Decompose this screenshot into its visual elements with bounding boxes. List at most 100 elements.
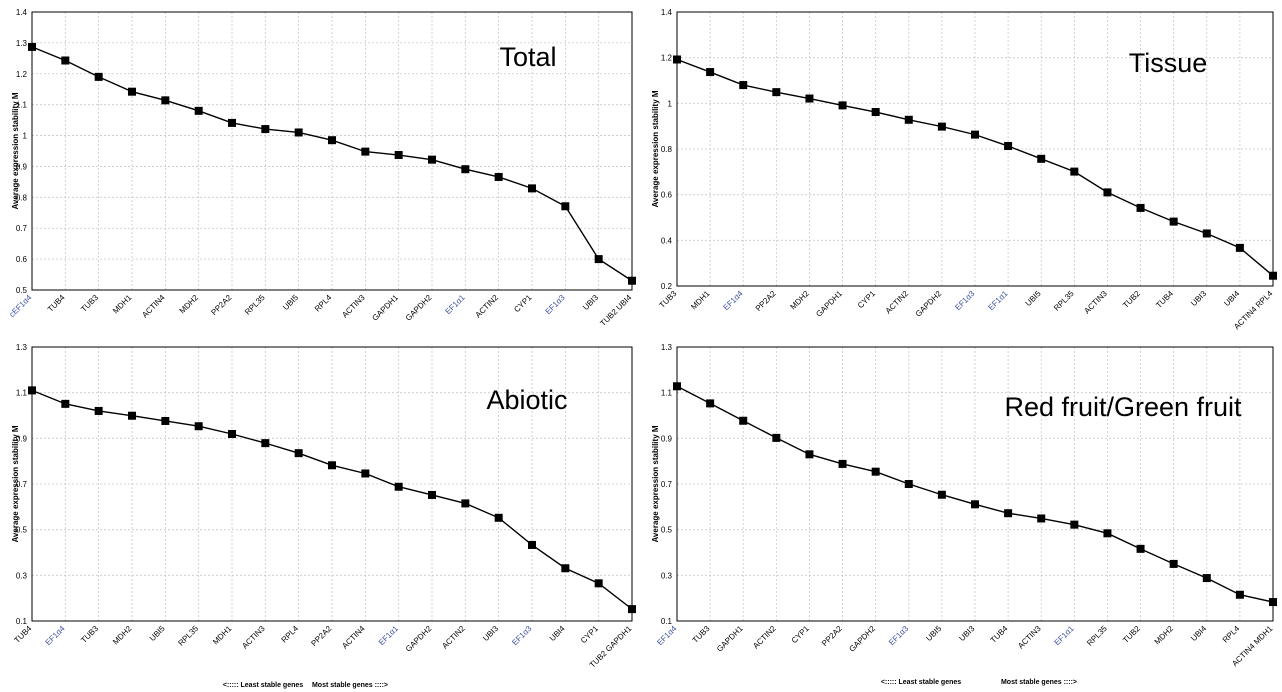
y-tick-label: 1.2: [16, 70, 28, 79]
x-tick-label: RPL35: [1052, 289, 1076, 313]
x-tick-label: TUB2: [1121, 289, 1142, 310]
x-tick-label: CYP1: [512, 293, 534, 315]
data-point: [461, 499, 470, 508]
x-tick-label: RPL4: [313, 293, 334, 314]
x-tick-label: UBI3: [481, 624, 500, 643]
data-point: [971, 130, 979, 139]
data-point: [772, 433, 781, 442]
data-point: [228, 118, 236, 127]
y-tick-label: 1.1: [661, 389, 673, 398]
data-point: [1037, 514, 1046, 523]
y-tick-label: 1.4: [16, 8, 28, 17]
x-tick-label: ACTIN3: [1016, 624, 1043, 651]
x-tick-label: RPL4: [280, 624, 301, 645]
x-tick-label: EF1α3: [544, 293, 568, 317]
x-tick-label: GAPDH1: [814, 289, 844, 319]
x-tick-label: TUB2: [1121, 624, 1142, 645]
y-tick-label: 1.1: [16, 101, 28, 110]
y-tick-label: 0.8: [661, 145, 673, 154]
data-point: [1004, 142, 1013, 151]
y-tick-label: 0.1: [661, 617, 673, 626]
x-tick-label: UBI5: [1024, 289, 1043, 308]
y-tick-label: 0.9: [16, 434, 28, 443]
x-tick-label: ACTIN2: [440, 624, 467, 651]
data-point: [494, 172, 503, 181]
x-tick-label: MDH2: [1153, 624, 1176, 647]
x-tick-label: MDH2: [788, 289, 811, 312]
x-tick-label: RPL35: [1085, 624, 1109, 648]
data-point: [1136, 203, 1145, 212]
x-tick-label: ACTIN2: [884, 289, 911, 316]
x-tick-label: TUB4: [13, 624, 34, 645]
y-tick-label: 1: [668, 99, 673, 108]
x-tick-label: EF1α4: [655, 624, 679, 648]
data-point: [1202, 574, 1211, 583]
data-point: [361, 147, 370, 156]
data-point: [261, 439, 270, 448]
data-point: [61, 56, 70, 65]
x-tick-label: PP2A2: [209, 293, 233, 317]
x-tick-label: ACTIN3: [1082, 289, 1109, 316]
data-point: [294, 449, 303, 458]
x-tick-label: EF1α1: [377, 624, 401, 648]
y-tick-label: 1: [23, 132, 28, 141]
data-point: [1070, 167, 1079, 176]
data-point: [628, 276, 636, 285]
data-point: [528, 540, 536, 549]
x-tick-label: GAPDH2: [847, 624, 877, 654]
x-tick-label: UBI3: [581, 293, 600, 312]
y-tick-label: 1.3: [16, 39, 28, 48]
x-tick-label: CYP1: [579, 624, 601, 646]
x-tick-label: RPL35: [243, 293, 267, 317]
x-tick-label: RPL4: [1221, 624, 1242, 645]
data-point: [1235, 590, 1244, 599]
chart-panel-1: 0.5 0.6 0.7 0.8 0.9 1 1.1 1.2 1.3 1.4 cEF1α4 TUB4 TU…: [7, 8, 636, 328]
y-tick-label: 0.5: [16, 286, 28, 295]
data-point: [394, 482, 403, 491]
y-tick-label: 0.1: [16, 617, 28, 626]
data-point: [161, 416, 170, 425]
data-point: [594, 255, 603, 264]
y-tick-label: 0.9: [16, 162, 28, 171]
x-tick-label: ACTIN2: [751, 624, 778, 651]
plot-area: [676, 346, 1274, 622]
x-tick-label: CYP1: [790, 624, 812, 646]
x-tick-label: TUB3: [79, 293, 100, 314]
x-tick-label: CYP1: [856, 289, 878, 311]
data-point: [904, 115, 913, 124]
plot-area: [676, 11, 1274, 287]
x-tick-label: MDH1: [111, 293, 134, 316]
x-tick-label: EF1α1: [1053, 624, 1077, 648]
x-tick-label: UBI4: [1222, 289, 1241, 308]
y-axis-title: Average expression stability M: [651, 425, 660, 542]
data-point: [228, 429, 236, 438]
y-tick-label: 0.9: [661, 434, 673, 443]
data-point: [1269, 271, 1277, 280]
data-point: [461, 165, 470, 174]
data-point: [561, 564, 570, 573]
data-point: [194, 106, 203, 115]
x-tick-label: PP2A2: [309, 624, 333, 648]
data-point: [937, 122, 946, 131]
data-point: [494, 513, 503, 522]
chart-panel-3: 0.1 0.3 0.5 0.7 0.9 1.1 1.3 TUB4 EF1α4 TUB3 MDH2 UB…: [11, 343, 636, 689]
x-tick-label: MDH1: [689, 289, 712, 312]
x-tick-label: TUB3: [79, 624, 100, 645]
data-point: [904, 480, 913, 488]
x-tick-label: MDH2: [178, 293, 201, 316]
x-tick-label: cEF1α4: [7, 293, 33, 319]
x-tick-label: EF1α4: [44, 624, 68, 648]
x-tick-label: UBI4: [1189, 624, 1208, 643]
data-point: [1004, 509, 1013, 518]
y-tick-label: 0.5: [661, 526, 673, 535]
data-point: [1169, 559, 1178, 568]
x-tick-label: EF1α1: [986, 289, 1010, 313]
x-tick-label: EF1α3: [953, 289, 977, 313]
data-point: [394, 151, 403, 160]
data-point: [428, 490, 436, 499]
x-tick-label: GAPDH1: [370, 293, 400, 323]
data-point: [1235, 243, 1244, 252]
y-tick-label: 1.3: [661, 343, 673, 352]
x-tick-label: GAPDH2: [404, 624, 434, 654]
data-point: [871, 467, 880, 476]
